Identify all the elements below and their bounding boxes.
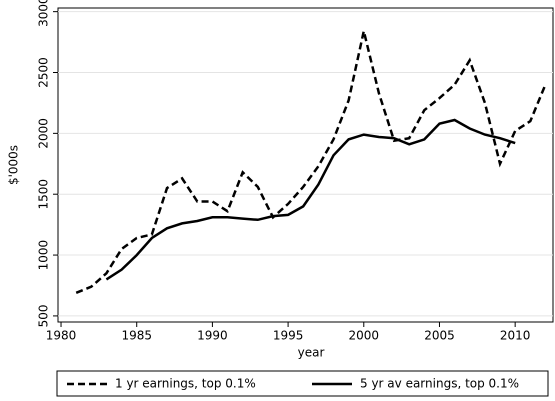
x-tick-label: 2010 — [500, 329, 531, 343]
x-tick-label: 1985 — [121, 329, 152, 343]
y-tick-label: 1000 — [37, 240, 51, 271]
y-tick-label: 2000 — [37, 118, 51, 149]
plot-frame — [57, 7, 554, 323]
y-tick-label: 2500 — [37, 57, 51, 88]
x-tick-label: 1980 — [46, 329, 77, 343]
series-line — [105, 118, 516, 281]
x-tick-label: 2005 — [424, 329, 455, 343]
y-tick-label: 500 — [37, 304, 51, 327]
series-line — [75, 30, 547, 294]
legend-label: 5 yr av earnings, top 0.1% — [360, 377, 519, 391]
y-tick-label: 1500 — [37, 179, 51, 210]
x-tick-label: 1995 — [273, 329, 304, 343]
x-tick-label: 1990 — [197, 329, 228, 343]
legend-box — [56, 370, 549, 397]
legend-label: 1 yr earnings, top 0.1% — [115, 377, 256, 391]
x-axis-label: year — [298, 346, 325, 360]
y-tick-label: 3000 — [37, 0, 51, 27]
x-tick-label: 2000 — [349, 329, 380, 343]
y-axis-label: $'000s — [7, 145, 21, 185]
